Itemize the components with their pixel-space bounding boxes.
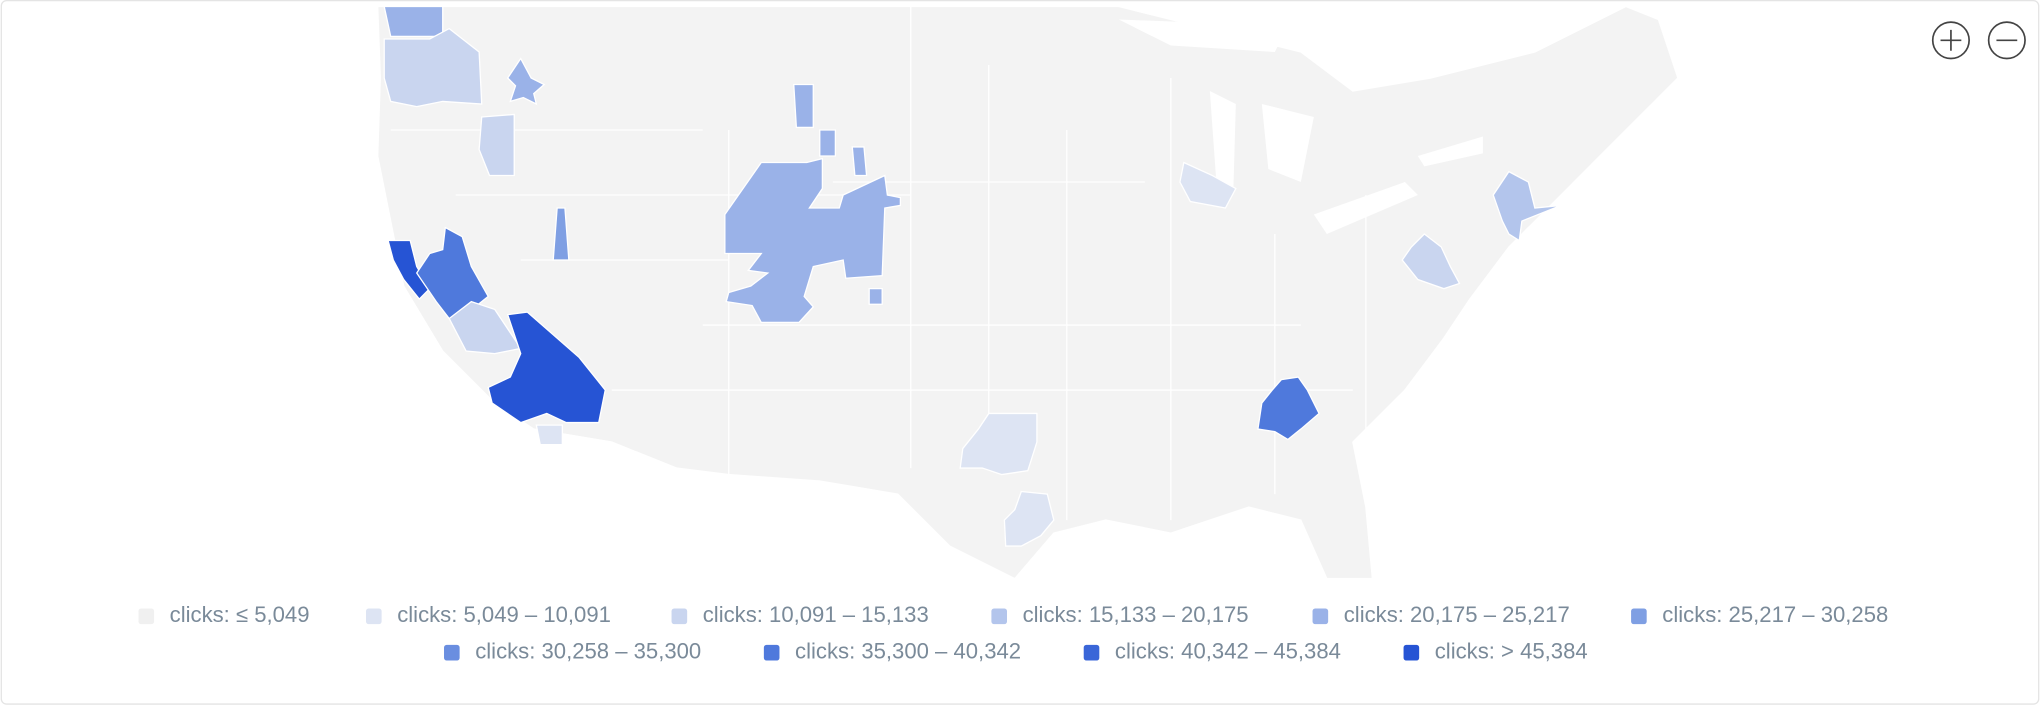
region — [1003, 490, 1055, 547]
legend: clicks: ≤ 5,049 clicks: 5,049 – 10,091 cli… — [138, 602, 1888, 664]
region — [868, 287, 883, 305]
region — [387, 239, 431, 301]
region — [383, 5, 444, 38]
legend-label: clicks: 15,133 – 20,175 — [1023, 602, 1249, 627]
zoom-in-button[interactable] — [1931, 21, 1970, 60]
region — [535, 424, 563, 446]
legend-label: clicks: 30,258 – 35,300 — [475, 639, 701, 664]
region — [819, 129, 837, 157]
map-area — [377, 5, 1679, 580]
legend-label: clicks: 10,091 – 15,133 — [703, 602, 929, 627]
legend-swatch — [671, 608, 688, 625]
region — [793, 83, 814, 129]
legend-label: clicks: > 45,384 — [1435, 639, 1588, 664]
legend-swatch — [991, 608, 1007, 625]
region — [959, 412, 1038, 476]
legend-swatch — [1083, 644, 1100, 661]
legend-swatch — [763, 644, 780, 661]
region — [724, 157, 902, 324]
zoom-out-button[interactable] — [1987, 21, 2026, 60]
legend-swatch — [1631, 608, 1647, 625]
legend-swatch — [138, 608, 155, 625]
legend-swatch — [366, 608, 382, 625]
legend-label: clicks: 40,342 – 45,384 — [1115, 639, 1341, 664]
region — [478, 113, 515, 177]
region — [383, 27, 483, 108]
legend-label: clicks: 20,175 – 25,217 — [1344, 602, 1570, 627]
region — [1401, 233, 1461, 290]
region — [552, 207, 570, 261]
legend-label: clicks: 5,049 – 10,091 — [397, 602, 611, 627]
region — [1492, 170, 1562, 242]
legend-swatch — [444, 644, 460, 661]
legend-swatch — [1312, 608, 1329, 625]
legend-swatch — [1403, 644, 1420, 661]
regions — [383, 5, 1562, 547]
zoom-in-plus[interactable] — [1940, 29, 1962, 51]
legend-label: clicks: 35,300 – 40,342 — [795, 639, 1021, 664]
region — [506, 57, 546, 106]
region — [1257, 376, 1320, 441]
legend-label: clicks: 25,217 – 30,258 — [1662, 602, 1888, 627]
legend-label: clicks: ≤ 5,049 — [170, 602, 310, 627]
region — [487, 311, 606, 424]
region — [1179, 161, 1237, 209]
region — [851, 146, 868, 177]
great-lakes — [1118, 19, 1483, 235]
